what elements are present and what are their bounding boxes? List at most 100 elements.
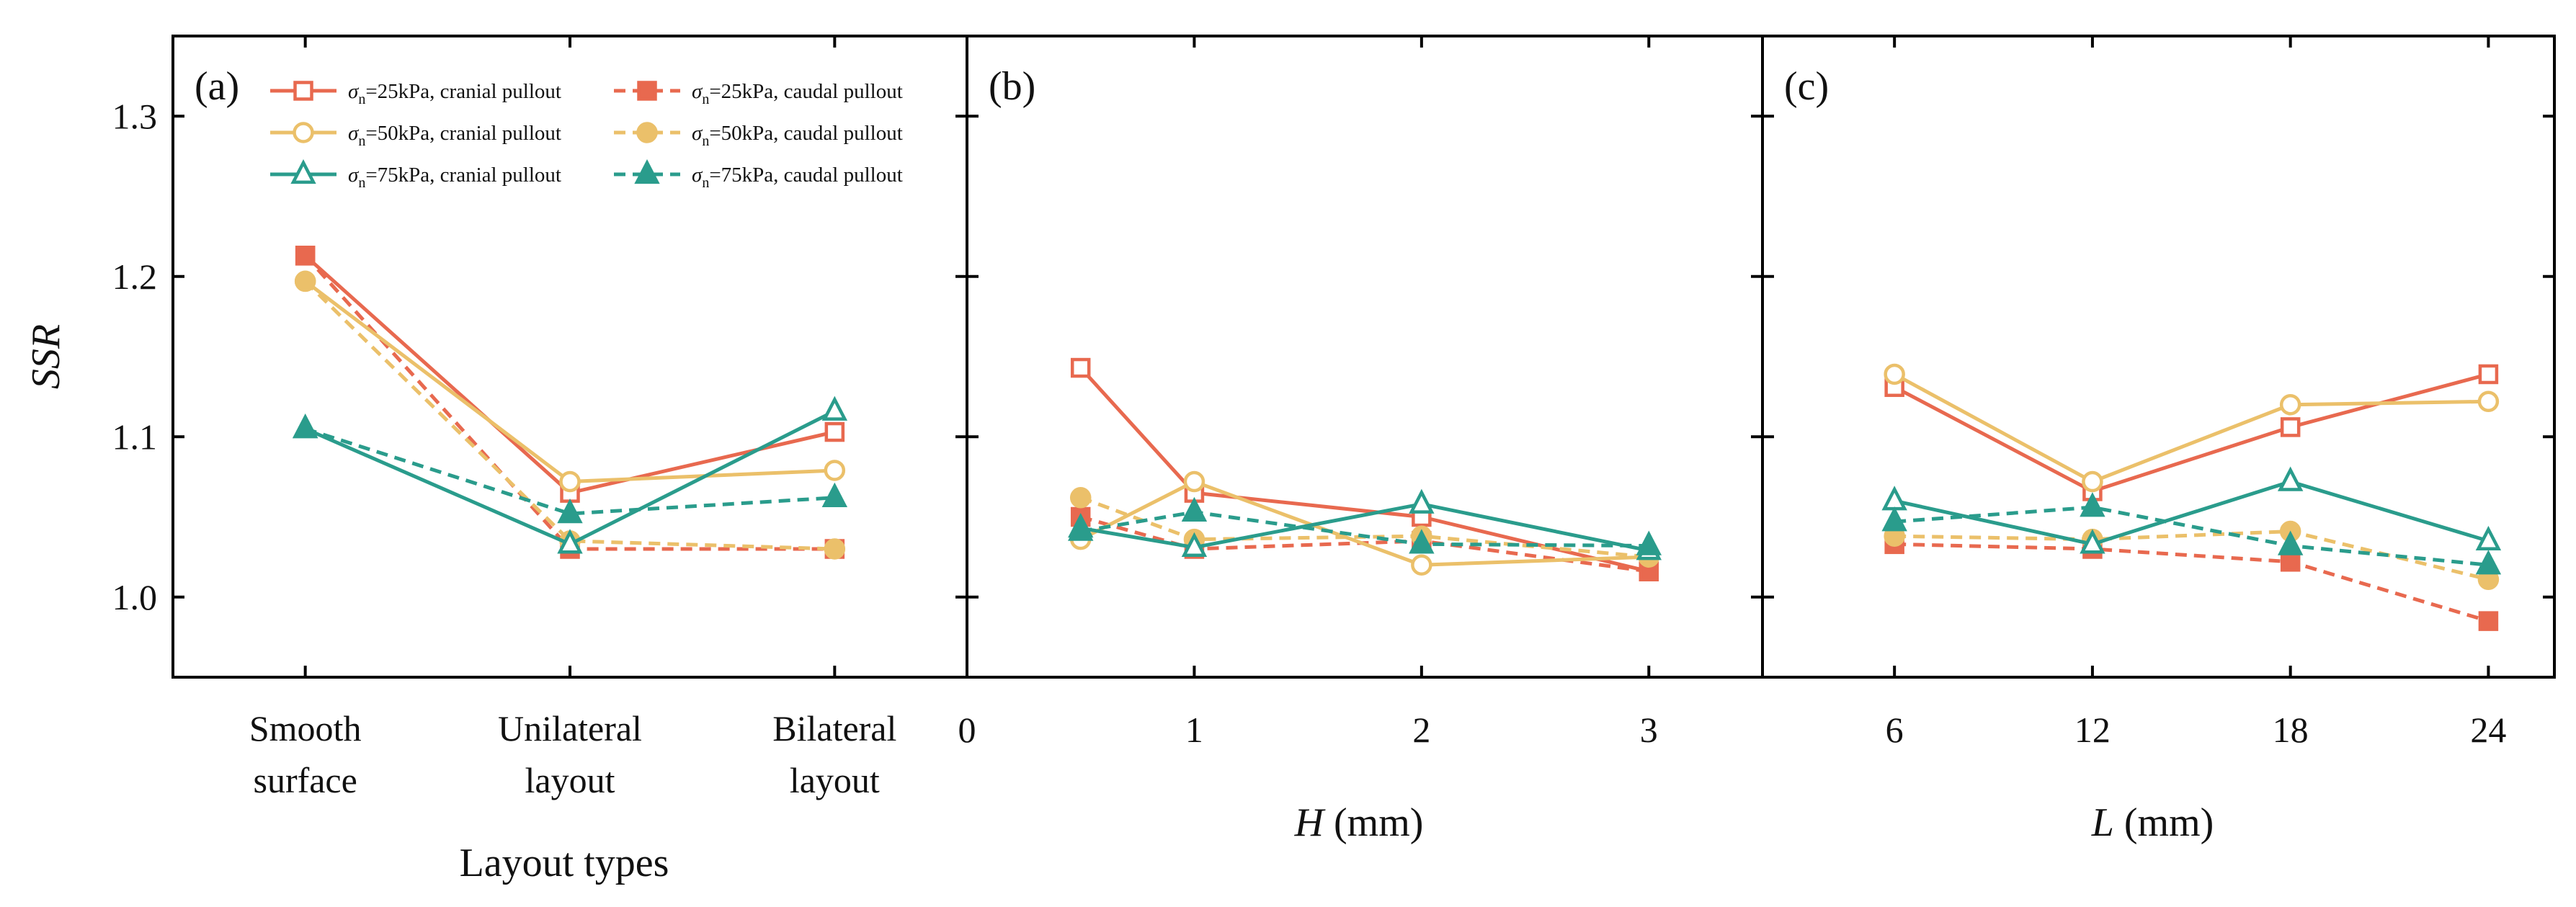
- x-tick-label: 3: [1640, 710, 1658, 750]
- series-2: [1069, 470, 1660, 576]
- data-point: [2478, 364, 2499, 385]
- series-2: [294, 270, 846, 493]
- series-line: [1894, 542, 2490, 623]
- series-line: [303, 254, 835, 495]
- data-point: [1409, 488, 1435, 514]
- data-point: [295, 246, 316, 266]
- series-line: [1894, 372, 2490, 493]
- series-2: [1884, 363, 2500, 493]
- plot-root: SSR 1.0 1.1 1.2 1.3 Smooth surface Unilateral la…: [24, 35, 2556, 885]
- series-line: [1894, 530, 2490, 581]
- legend-label: σn=75kPa, caudal pullout: [692, 164, 903, 191]
- legend-label: σn=25kPa, caudal pullout: [692, 80, 903, 107]
- y-tick-label: 1.0: [112, 577, 158, 617]
- series-line: [1893, 372, 2489, 484]
- legend-entry: σn=25kPa, cranial pullout: [270, 80, 561, 107]
- legend-entry: σn=75kPa, cranial pullout: [270, 158, 561, 191]
- data-point: [824, 421, 845, 442]
- data-point: [2477, 390, 2500, 413]
- data-point: [2277, 530, 2304, 555]
- data-point: [2080, 492, 2105, 517]
- series-5: [292, 414, 848, 524]
- series-line: [1080, 502, 1649, 553]
- data-point: [2475, 550, 2502, 575]
- legend-label: σn=50kPa, cranial pullout: [348, 122, 561, 149]
- x-category-label: layout: [790, 760, 880, 800]
- series-line: [1894, 480, 2490, 546]
- x-category-label: Bilateral: [772, 708, 896, 749]
- legend-entry: σn=75kPa, caudal pullout: [614, 158, 903, 191]
- legend-label: σn=25kPa, cranial pullout: [348, 80, 561, 107]
- series-0: [1884, 364, 2499, 501]
- y-tick-label: 1.1: [112, 416, 158, 457]
- data-point: [1069, 487, 1092, 509]
- x-tick-label: 6: [1886, 710, 1904, 750]
- y-tick-label: 1.3: [112, 96, 158, 136]
- x-tick-label: 18: [2273, 710, 2309, 750]
- x-category-label: Smooth: [249, 708, 362, 749]
- data-point: [1881, 506, 1907, 532]
- x-tick-label: 0: [958, 710, 976, 750]
- data-point: [1183, 470, 1205, 493]
- series-line: [1079, 496, 1649, 559]
- x-tick-label: 2: [1412, 710, 1430, 750]
- data-point: [1409, 529, 1435, 554]
- data-point: [2279, 394, 2301, 416]
- series-line: [1894, 505, 2489, 567]
- x-category-label: layout: [525, 760, 615, 800]
- x-category-label: surface: [253, 760, 357, 800]
- data-point: [294, 270, 316, 292]
- panel-label: (a): [195, 64, 239, 109]
- series-line: [304, 426, 835, 516]
- legend-entry: σn=50kPa, cranial pullout: [270, 122, 561, 149]
- plot-frame: [1761, 35, 2556, 679]
- data-point: [2475, 525, 2502, 551]
- series-4: [1881, 466, 2502, 554]
- data-point: [824, 538, 846, 560]
- legend-entry: σn=50kPa, caudal pullout: [614, 122, 903, 149]
- series-line: [303, 280, 835, 551]
- data-point: [1636, 530, 1662, 555]
- x-tick-label: 24: [2470, 710, 2506, 750]
- data-point: [1068, 516, 1094, 541]
- panel-label: (b): [989, 64, 1035, 109]
- data-point: [1411, 554, 1432, 576]
- data-point: [821, 482, 848, 507]
- data-point: [557, 529, 583, 554]
- data-point: [1181, 496, 1208, 522]
- data-point: [2280, 417, 2301, 437]
- x-axis-title: L (mm): [2091, 800, 2214, 845]
- series-line: [1080, 515, 1649, 573]
- panel-a: Smooth surface Unilateral layout Bilateral la…: [171, 35, 968, 885]
- data-point: [2080, 529, 2105, 554]
- data-point: [1881, 486, 1907, 511]
- series-line: [1080, 510, 1649, 548]
- legend-marker: [293, 122, 314, 143]
- legend-marker: [290, 158, 316, 184]
- series-1: [1884, 534, 2499, 631]
- legend-marker: [636, 122, 658, 143]
- panel-label: (c): [1784, 64, 1829, 109]
- panel-c: 6 12 18 24 L (mm) (c): [1761, 35, 2556, 845]
- legend-entry: σn=25kPa, caudal pullout: [614, 80, 903, 107]
- data-point: [2280, 552, 2301, 572]
- series-0: [295, 246, 845, 503]
- series-line: [1079, 480, 1649, 567]
- x-category-label: Unilateral: [498, 708, 642, 749]
- legend-marker: [637, 81, 657, 101]
- x-tick-label: 1: [1185, 710, 1203, 750]
- data-point: [292, 414, 318, 439]
- data-point: [557, 499, 583, 524]
- series-5: [1068, 496, 1662, 555]
- series-4: [292, 396, 848, 554]
- legend-label: σn=50kPa, caudal pullout: [692, 122, 903, 149]
- y-axis-title: SSR: [24, 324, 68, 389]
- data-point: [2082, 470, 2103, 493]
- x-tick-label: 12: [2074, 710, 2111, 750]
- data-point: [1884, 363, 1905, 385]
- data-point: [821, 396, 848, 421]
- data-point: [2478, 611, 2499, 631]
- y-tick-label: 1.2: [112, 256, 158, 297]
- legend-marker: [293, 81, 313, 101]
